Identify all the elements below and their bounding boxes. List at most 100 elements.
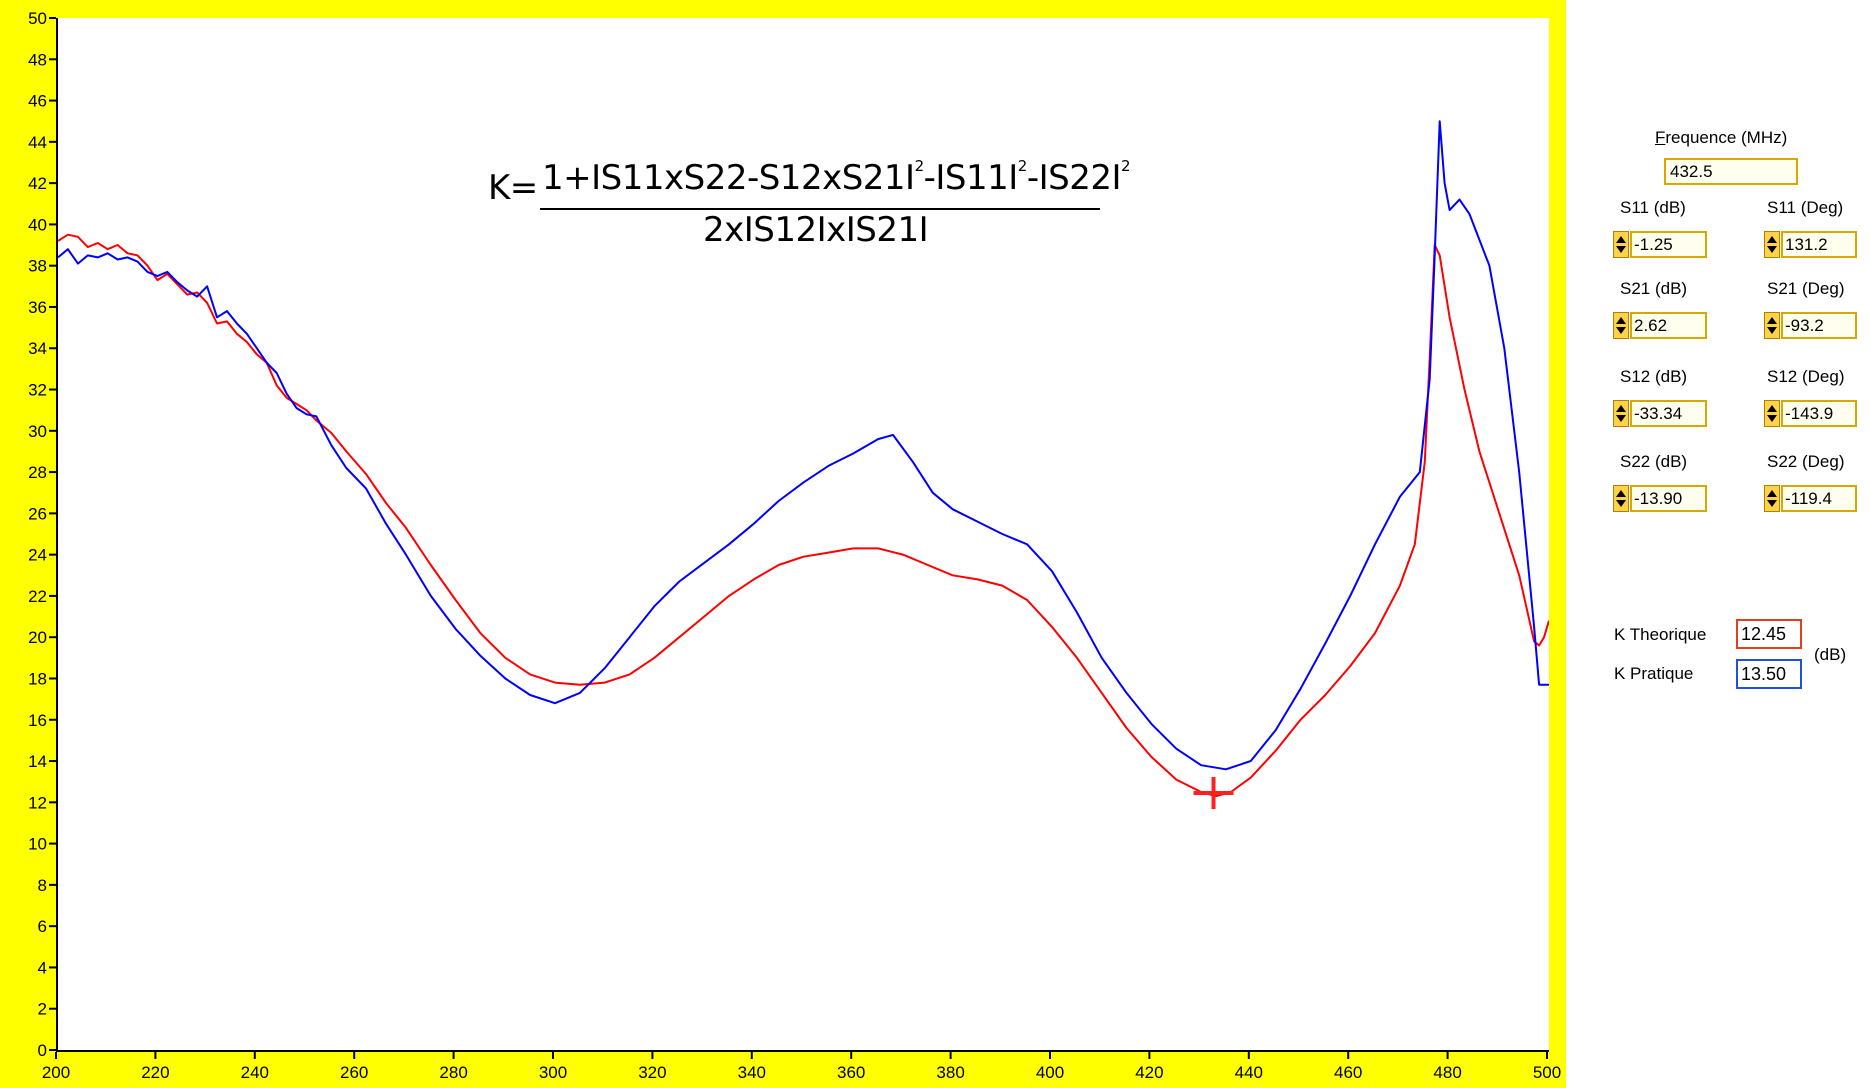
- formula-num-part3: -IS22I: [1026, 158, 1122, 198]
- spin-up-icon[interactable]: [1616, 236, 1626, 243]
- x-tick-label: 360: [837, 1063, 865, 1082]
- x-tick-label: 440: [1235, 1063, 1263, 1082]
- x-tick-label: 300: [539, 1063, 567, 1082]
- deg-spinner[interactable]: [1764, 312, 1780, 339]
- y-tick-label: 46: [28, 92, 47, 111]
- db-spinner[interactable]: [1613, 312, 1629, 339]
- y-tick-label: 2: [38, 1000, 47, 1019]
- param-db-label: S22 (dB): [1620, 452, 1688, 471]
- y-tick-label: 22: [28, 587, 47, 606]
- param-db-field[interactable]: -13.90: [1630, 485, 1707, 512]
- y-axis: 0246810121416182022242628303234363840424…: [28, 9, 56, 1060]
- deg-spinner[interactable]: [1764, 231, 1780, 258]
- param-db-field[interactable]: -1.25: [1630, 231, 1707, 258]
- k-pratique-label: K Pratique: [1614, 664, 1694, 683]
- param-deg-field[interactable]: -143.9: [1781, 400, 1857, 427]
- x-tick-label: 220: [141, 1063, 169, 1082]
- formula-num-part1: 1+IS11xS22-S12xS21I: [542, 158, 915, 198]
- spin-down-icon[interactable]: [1616, 415, 1626, 422]
- plot-svg: [58, 120, 1549, 810]
- series-line-theorique: [58, 233, 1549, 798]
- db-spinner[interactable]: [1613, 485, 1629, 512]
- formula-num-part2: -IS11I: [923, 158, 1019, 198]
- y-tick-label: 42: [28, 174, 47, 193]
- y-tick-label: 20: [28, 628, 47, 647]
- x-tick-label: 260: [340, 1063, 368, 1082]
- spin-down-icon[interactable]: [1616, 500, 1626, 507]
- x-axis: 200 220 240 260 280 300 320 340 360 380 400 420 440 4…: [42, 1052, 1561, 1082]
- x-tick-label: 240: [241, 1063, 269, 1082]
- x-tick-label: 400: [1036, 1063, 1064, 1082]
- y-tick-label: 40: [28, 215, 47, 234]
- spin-up-icon[interactable]: [1767, 405, 1777, 412]
- frequence-label: Frequence (MHz): [1655, 128, 1788, 147]
- spin-up-icon[interactable]: [1767, 490, 1777, 497]
- param-deg-label: S21 (Deg): [1767, 279, 1845, 298]
- spin-down-icon[interactable]: [1767, 415, 1777, 422]
- db-spinner[interactable]: [1613, 231, 1629, 258]
- chart-svg: 0246810121416182022242628303234363840424…: [28, 9, 1561, 1082]
- y-tick-label: 38: [28, 257, 47, 276]
- spin-up-icon[interactable]: [1616, 405, 1626, 412]
- y-tick-label: 14: [28, 752, 47, 771]
- spin-down-icon[interactable]: [1767, 500, 1777, 507]
- y-tick-label: 6: [38, 917, 47, 936]
- y-tick-label: 50: [28, 9, 47, 28]
- param-db-label: S11 (dB): [1620, 198, 1686, 217]
- param-deg-field[interactable]: -119.4: [1781, 485, 1857, 512]
- y-tick-label: 18: [28, 669, 47, 688]
- x-tick-label: 340: [738, 1063, 766, 1082]
- y-tick-label: 32: [28, 381, 47, 400]
- param-deg-label: S12 (Deg): [1767, 367, 1845, 386]
- param-db-label: S12 (dB): [1620, 367, 1688, 386]
- formula-exp-2: 2: [1017, 156, 1028, 175]
- param-db-field[interactable]: -33.34: [1630, 400, 1707, 427]
- param-deg-label: S11 (Deg): [1767, 198, 1844, 217]
- series-layer: [58, 120, 1549, 798]
- spin-down-icon[interactable]: [1767, 246, 1777, 253]
- formula-denominator: 2xIS12IxIS21I: [703, 210, 929, 250]
- k-theorique-label: K Theorique: [1614, 625, 1707, 644]
- deg-spinner[interactable]: [1764, 485, 1780, 512]
- x-tick-label: 280: [439, 1063, 467, 1082]
- series-line-pratique: [58, 120, 1549, 771]
- k-pratique-field[interactable]: 13.50: [1736, 659, 1802, 689]
- y-tick-label: 44: [28, 133, 47, 152]
- x-tick-label: 500: [1533, 1063, 1561, 1082]
- spin-up-icon[interactable]: [1616, 490, 1626, 497]
- x-tick-label: 460: [1334, 1063, 1362, 1082]
- spin-up-icon[interactable]: [1616, 317, 1626, 324]
- y-tick-label: 28: [28, 463, 47, 482]
- spin-down-icon[interactable]: [1616, 327, 1626, 334]
- spin-up-icon[interactable]: [1767, 317, 1777, 324]
- y-tick-label: 24: [28, 546, 47, 565]
- spin-down-icon[interactable]: [1767, 327, 1777, 334]
- formula-lhs: K=: [488, 168, 538, 208]
- formula-numerator: 1+IS11xS22-S12xS21I2-IS11I2-IS22I2: [542, 156, 1131, 198]
- x-tick-label: 200: [42, 1063, 70, 1082]
- y-tick-label: 0: [38, 1041, 47, 1060]
- y-tick-label: 34: [28, 339, 47, 358]
- formula-fraction-bar: [540, 208, 1100, 210]
- plot-area[interactable]: K= 1+IS11xS22-S12xS21I2-IS11I2-IS22I2 2x…: [56, 18, 1549, 1052]
- x-tick-label: 380: [936, 1063, 964, 1082]
- y-tick-label: 36: [28, 298, 47, 317]
- k-theorique-field[interactable]: 12.45: [1736, 619, 1802, 649]
- param-deg-field[interactable]: 131.2: [1781, 231, 1857, 258]
- y-tick-label: 30: [28, 422, 47, 441]
- spin-down-icon[interactable]: [1616, 246, 1626, 253]
- frequence-field[interactable]: 432.5: [1664, 158, 1798, 185]
- spin-up-icon[interactable]: [1767, 236, 1777, 243]
- x-tick-label: 480: [1433, 1063, 1461, 1082]
- deg-spinner[interactable]: [1764, 400, 1780, 427]
- formula-exp-3: 2: [1121, 156, 1131, 175]
- cursor-marker[interactable]: [1193, 777, 1234, 810]
- param-db-field[interactable]: 2.62: [1630, 312, 1707, 339]
- formula-exp-1: 2: [914, 156, 925, 175]
- y-tick-label: 16: [28, 711, 47, 730]
- db-spinner[interactable]: [1613, 400, 1629, 427]
- param-deg-field[interactable]: -93.2: [1781, 312, 1857, 339]
- y-tick-label: 8: [38, 876, 47, 895]
- y-tick-label: 12: [28, 793, 47, 812]
- param-db-label: S21 (dB): [1620, 279, 1688, 298]
